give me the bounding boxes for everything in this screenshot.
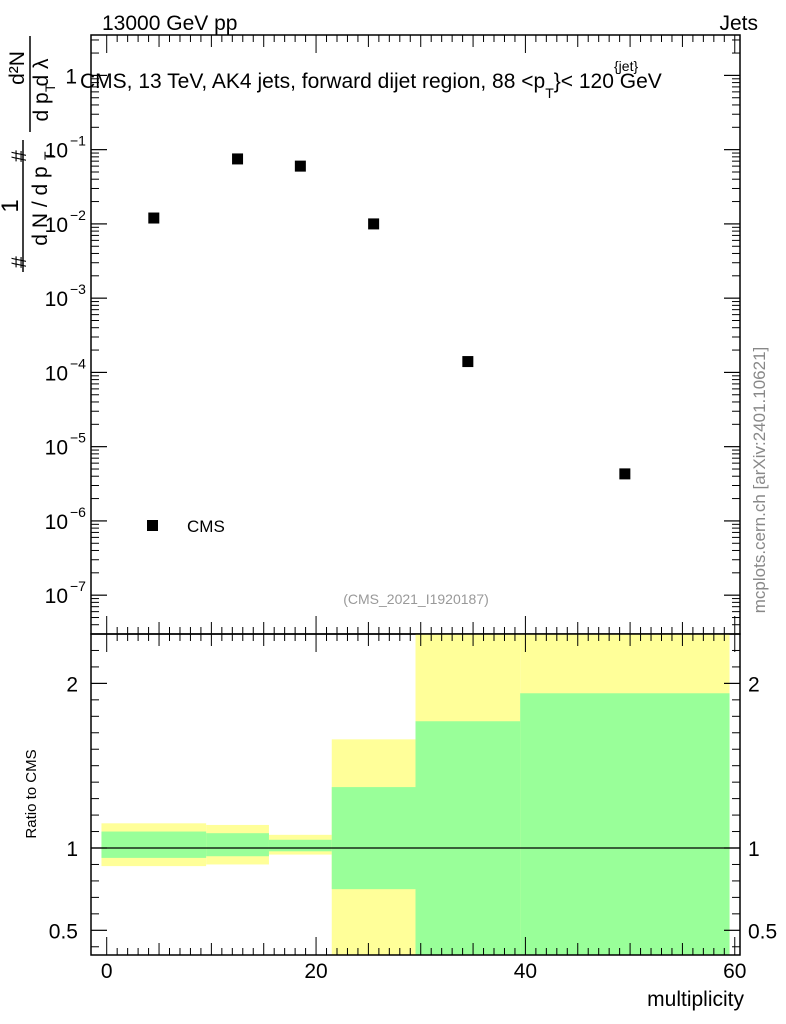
ylabel-hash-1: # (8, 256, 31, 268)
header-left: 13000 GeV pp (102, 12, 237, 35)
ratio-band-green (331, 787, 416, 890)
data-point (232, 153, 244, 165)
upper-ytick-exponent: −2 (70, 207, 86, 223)
upper-ytick-label: 10 (45, 437, 68, 460)
ratio-band-green (520, 693, 730, 955)
legend-marker (147, 520, 158, 531)
data-point (148, 212, 160, 224)
legend-label: CMS (187, 517, 225, 536)
lower-ytick-label-left: 1 (66, 838, 78, 861)
upper-ytick-exponent: −3 (70, 281, 86, 297)
upper-ytick-label: 10 (45, 511, 68, 534)
ratio-band-green (206, 833, 269, 857)
ylabel-hash-2: # (8, 150, 31, 162)
upper-ticks: 110−110−210−310−410−510−610−7 (45, 35, 740, 635)
data-point (619, 468, 631, 480)
analysis-watermark: (CMS_2021_I1920187) (343, 591, 489, 607)
ylabel-subscript-2: T (42, 83, 58, 92)
chart-title-sub: T (545, 85, 554, 101)
upper-ytick-exponent: −5 (70, 430, 86, 446)
upper-ytick-label: 10 (45, 362, 68, 385)
upper-ylabel: # # 1 d N / d p T d²N d p d λ T (0, 36, 58, 272)
lower-ytick-label-left: 2 (66, 673, 78, 696)
upper-ytick-label: 1 (65, 65, 77, 88)
chart-title: CMS, 13 TeV, AK4 jets, forward dijet reg… (80, 70, 662, 101)
lower-ytick-label-left: 0.5 (49, 920, 78, 943)
xtick-label: 20 (304, 960, 327, 983)
upper-ytick-label: 10 (45, 214, 68, 237)
lower-frame (90, 633, 741, 956)
ratio-ylabel: Ratio to CMS (23, 749, 40, 838)
lower-ytick-label-right: 0.5 (748, 920, 777, 943)
chart-title-tail: }< 120 GeV (554, 70, 662, 93)
lower-ticks: 0.5 0.51 12 20 20 40 60 (49, 634, 777, 983)
xtick-label: 0 (101, 960, 113, 983)
upper-ytick-label: 10 (45, 585, 68, 608)
ylabel-left-denominator: d N / d p (29, 166, 52, 245)
side-label: mcplots.cern.ch [arXiv:2401.10621] (750, 347, 769, 613)
upper-panel: 110−110−210−310−410−510−610−7 # # 1 d N … (0, 34, 741, 635)
ratio-bands (91, 634, 740, 955)
upper-ytick-label: 10 (45, 140, 68, 163)
upper-ytick-exponent: −7 (70, 578, 86, 594)
lower-ytick-label-right: 2 (748, 673, 760, 696)
data-point (462, 356, 474, 368)
ylabel-right-numerator: d²N (6, 51, 29, 85)
chart-title-sup: {jet} (614, 58, 638, 74)
data-point (368, 218, 380, 230)
lower-ytick-label-right: 1 (748, 838, 760, 861)
header-right: Jets (719, 12, 758, 35)
xtick-label: 60 (723, 960, 746, 983)
upper-ytick-label: 10 (45, 288, 68, 311)
ylabel-subscript-1: T (41, 151, 57, 160)
ratio-band-green (101, 831, 207, 858)
chart-title-main: CMS, 13 TeV, AK4 jets, forward dijet reg… (80, 70, 545, 93)
ylabel-right-denominator: d p d λ (30, 58, 53, 122)
upper-frame (90, 34, 741, 635)
upper-ytick-exponent: −1 (70, 133, 86, 149)
xtick-label: 40 (514, 960, 537, 983)
lower-panel: 0.5 0.51 12 20 20 40 60 Ratio to CMS multiplic… (23, 633, 777, 1011)
ratio-band-green (415, 721, 521, 955)
data-point (294, 160, 306, 172)
ratio-band-green (268, 839, 332, 852)
upper-ytick-exponent: −4 (70, 355, 86, 371)
upper-ytick-exponent: −6 (70, 504, 86, 520)
upper-data-layer (148, 153, 631, 480)
xlabel: multiplicity (647, 988, 744, 1011)
ylabel-one: 1 (0, 199, 24, 212)
